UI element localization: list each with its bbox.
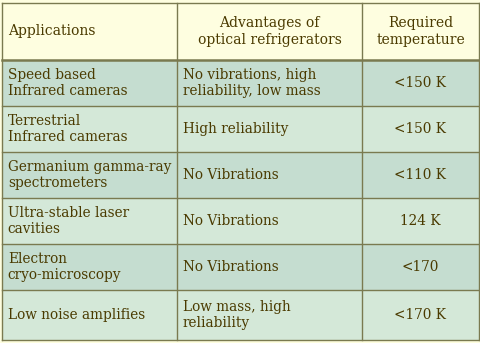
Text: Terrestrial
Infrared cameras: Terrestrial Infrared cameras <box>8 114 127 144</box>
Text: No Vibrations: No Vibrations <box>182 214 278 228</box>
Bar <box>2 60 478 106</box>
Text: Advantages of
optical refrigerators: Advantages of optical refrigerators <box>197 16 341 47</box>
Text: Low mass, high
reliability: Low mass, high reliability <box>182 300 290 330</box>
Text: Required
temperature: Required temperature <box>375 16 464 47</box>
Text: <170 K: <170 K <box>394 308 445 322</box>
Bar <box>2 290 478 340</box>
Text: <170: <170 <box>401 260 438 274</box>
Text: No Vibrations: No Vibrations <box>182 260 278 274</box>
Text: Germanium gamma-ray
spectrometers: Germanium gamma-ray spectrometers <box>8 159 171 190</box>
Bar <box>2 106 478 152</box>
Text: High reliability: High reliability <box>182 122 288 136</box>
Text: Electron
cryo-microscopy: Electron cryo-microscopy <box>8 252 121 282</box>
Text: Speed based
Infrared cameras: Speed based Infrared cameras <box>8 68 127 98</box>
Text: Applications: Applications <box>8 24 95 38</box>
Text: Ultra-stable laser
cavities: Ultra-stable laser cavities <box>8 205 129 236</box>
Text: No Vibrations: No Vibrations <box>182 168 278 182</box>
Text: <150 K: <150 K <box>394 76 445 90</box>
Bar <box>2 244 478 290</box>
Bar <box>2 198 478 244</box>
Text: <110 K: <110 K <box>394 168 445 182</box>
Bar <box>2 152 478 198</box>
Text: 124 K: 124 K <box>399 214 440 228</box>
Bar <box>2 3 478 60</box>
Text: No vibrations, high
reliability, low mass: No vibrations, high reliability, low mas… <box>182 68 320 98</box>
Text: Low noise amplifies: Low noise amplifies <box>8 308 145 322</box>
Text: <150 K: <150 K <box>394 122 445 136</box>
